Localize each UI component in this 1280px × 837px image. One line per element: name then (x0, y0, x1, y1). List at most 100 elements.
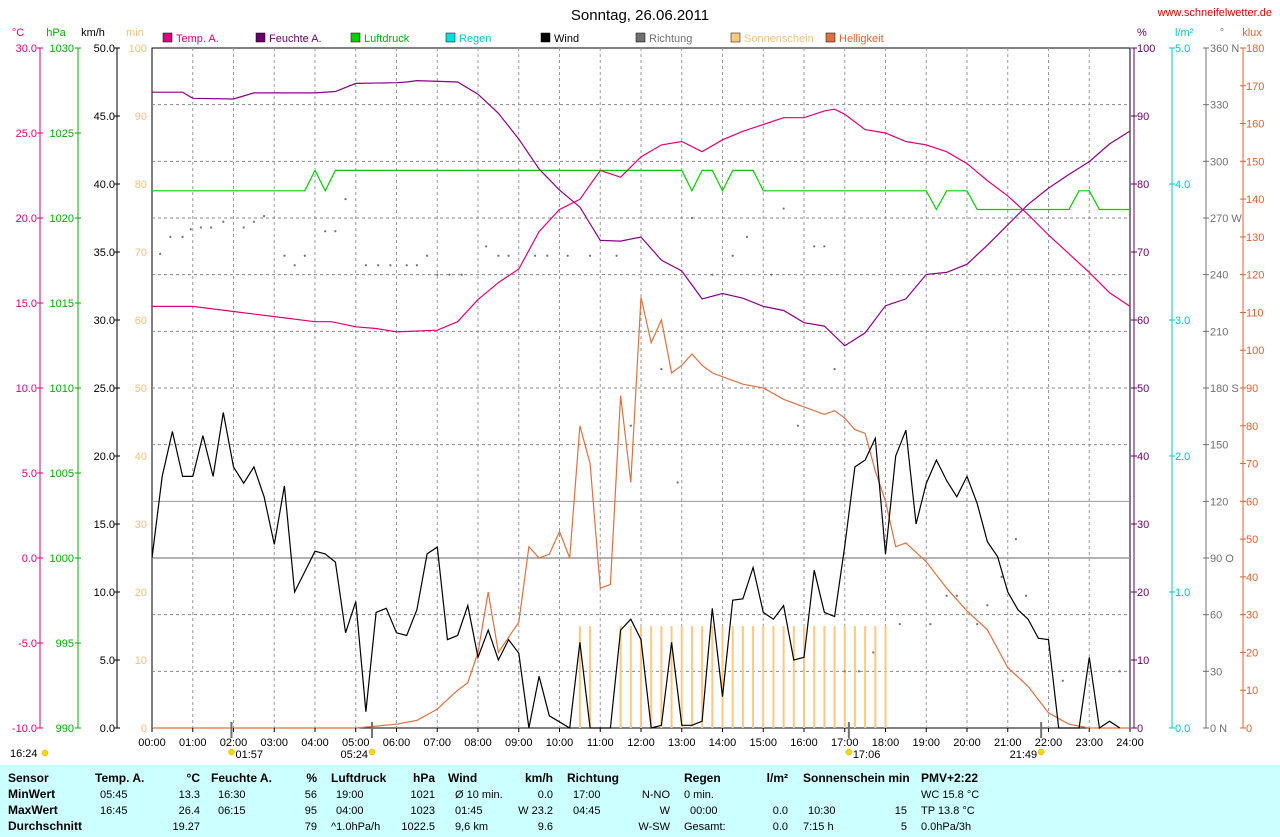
legend-swatch (825, 32, 836, 43)
sunshine-avg: 5 (900, 821, 907, 833)
pressure-trend: ^1.0hPa/h (331, 821, 381, 833)
wind-direction-point (303, 254, 306, 257)
corner-label: 16:24 (10, 748, 38, 760)
direction-max-time: 04:45 (573, 805, 601, 817)
sunshine-axis-tick-label: 100 (129, 43, 147, 55)
wind-min-val: 0.0 (537, 789, 553, 801)
legend-label: Temp. A. (176, 33, 219, 45)
wind-title: Wind (448, 771, 478, 785)
wind-direction-point (796, 424, 799, 427)
weather-chart: Sonntag, 26.06.2011 www.schneifelwetter.… (10, 7, 1272, 761)
x-tick-label: 24:00 (1116, 737, 1144, 749)
x-axis: 00:00 01:00 02:00 03:00 04:00 05:00 06:00 07:00… (10, 722, 1144, 761)
wind-direction-point (448, 273, 451, 276)
sun-event-label: 21:49 (1010, 749, 1038, 761)
pressure-min-val: 1021 (410, 789, 435, 801)
temp-axis-unit: °C (12, 27, 24, 39)
pmv-tp: TP 13.8 °C (921, 805, 975, 817)
x-tick-label: 20:00 (953, 737, 981, 749)
wind-axis-tick-label: 5.0 (100, 655, 115, 667)
wind-direction-point (377, 264, 380, 267)
brightness-axis-tick-label: 70 (1246, 459, 1258, 471)
wind-direction-point (731, 254, 734, 257)
x-tick-label: 10:00 (546, 737, 574, 749)
direction-axis-tick-label: 300 (1210, 156, 1228, 168)
wind-direction-point (813, 245, 816, 248)
row-label-avg: Durchschnitt (8, 819, 83, 833)
humidity-unit: % (306, 771, 317, 785)
wind-direction-point (405, 264, 408, 267)
legend-label: Wind (554, 33, 579, 45)
sun-icon (845, 748, 853, 756)
wind-direction-point (389, 264, 392, 267)
wind-max-time: 01:45 (455, 805, 483, 817)
pressure-axis-unit: hPa (46, 27, 66, 39)
direction-avg: W-SW (638, 821, 670, 833)
x-tick-label: 19:00 (912, 737, 940, 749)
humidity-axis-tick-label: 80 (1137, 179, 1149, 191)
pressure-axis-tick-label: 1020 (50, 213, 74, 225)
pressure-avg: 1022.5 (401, 821, 435, 833)
wind-direction-point (199, 226, 202, 229)
pressure-axis-tick-label: 1005 (50, 468, 74, 480)
temp-axis-tick-label: 25.0 (16, 128, 37, 140)
rain-axis-tick-label: 4.0 (1175, 179, 1190, 191)
legend-swatch (730, 32, 741, 43)
direction-axis-tick-label: 30 (1210, 666, 1222, 678)
pressure-unit: hPa (412, 771, 435, 785)
pressure-title: Luftdruck (331, 771, 387, 785)
direction-max-val: W (659, 805, 670, 817)
x-tick-label: 00:00 (138, 737, 166, 749)
legend-swatch (350, 32, 361, 43)
wind-direction-point (364, 264, 368, 267)
brightness-axis-tick-label: 180 (1246, 43, 1264, 55)
legend-swatch (445, 32, 456, 43)
humidity-axis-tick-label: 100 (1137, 43, 1155, 55)
direction-axis-tick-label: 240 (1210, 270, 1228, 282)
rain-axis-tick-label: 2.0 (1175, 451, 1190, 463)
brightness-axis-tick-label: 130 (1246, 232, 1264, 244)
x-tick-label: 04:00 (301, 737, 329, 749)
humidity-max-val: 95 (304, 805, 317, 817)
x-tick-label: 12:00 (627, 737, 655, 749)
brightness-axis-tick-label: 50 (1246, 534, 1258, 546)
wind-direction-point (955, 594, 958, 597)
rain-max-time: 00:00 (690, 805, 718, 817)
temp-axis-tick-label: -5.0 (18, 638, 37, 650)
legend-swatch (540, 32, 551, 43)
humidity-min-time: 16:30 (218, 789, 246, 801)
direction-min-val: N-NO (641, 789, 670, 801)
x-tick-label: 02:00 (220, 737, 248, 749)
brightness-axis-unit: klux (1242, 27, 1262, 39)
sunshine-axis-tick-label: 70 (135, 247, 147, 259)
wind-direction-point (929, 623, 932, 626)
brightness-axis-tick-label: 100 (1246, 345, 1264, 357)
wind-direction-point (823, 245, 826, 248)
series-line-helligkeit (152, 297, 1130, 729)
legend-label: Helligkeit (839, 33, 884, 45)
x-tick-label: 11:00 (587, 737, 614, 749)
wind-direction-point (497, 254, 500, 257)
x-tick-label: 15:00 (749, 737, 777, 749)
humidity-axis-tick-label: 30 (1137, 519, 1149, 531)
humidity-axis-tick-label: 60 (1137, 315, 1149, 327)
legend-label: Richtung (649, 33, 692, 45)
sunshine-title: Sonnenschein min (803, 771, 910, 785)
temp-axis-tick-label: 15.0 (16, 298, 37, 310)
wind-direction-point (189, 228, 192, 231)
brightness-axis-tick-label: 150 (1246, 156, 1264, 168)
humidity-avg: 79 (304, 821, 317, 833)
rain-axis-tick-label: 3.0 (1175, 315, 1190, 327)
legend-swatch (255, 32, 266, 43)
wind-direction-point (344, 198, 347, 201)
wind-direction-point (1000, 575, 1003, 578)
x-tick-label: 05:00 (342, 737, 370, 749)
wind-axis-tick-label: 35.0 (94, 247, 115, 259)
brightness-axis-tick-label: 140 (1246, 194, 1264, 206)
sunshine-axis-tick-label: 20 (135, 587, 147, 599)
sun-icon (228, 748, 235, 756)
direction-axis-tick-label: 270 W (1210, 213, 1242, 225)
x-tick-label: 07:00 (423, 737, 451, 749)
pressure-max-val: 1023 (410, 805, 435, 817)
legend-swatch (162, 32, 173, 43)
